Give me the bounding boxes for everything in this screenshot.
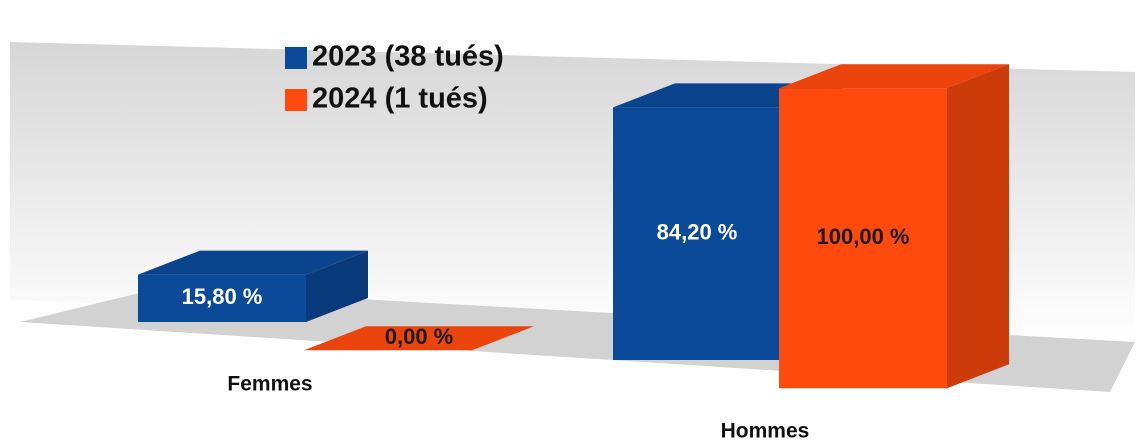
- legend-swatch: [285, 47, 307, 69]
- legend-swatch: [285, 89, 307, 111]
- bar-top: [779, 64, 1009, 89]
- bar-front: [138, 274, 306, 322]
- category-label: Femmes: [227, 373, 312, 396]
- value-label: 100,00 %: [817, 224, 910, 249]
- bar: [304, 326, 534, 351]
- value-label: 0,00 %: [385, 324, 454, 349]
- bar: [779, 64, 1009, 389]
- bar-top: [138, 250, 368, 275]
- value-label: 84,20 %: [657, 220, 738, 245]
- bar-side: [306, 250, 368, 322]
- bar: [138, 250, 368, 322]
- value-label: 15,80 %: [182, 284, 263, 309]
- legend-label: 2024 (1 tués): [312, 83, 488, 115]
- bar-top: [304, 326, 534, 351]
- legend-label: 2023 (38 tués): [312, 41, 504, 73]
- category-label: Hommes: [721, 420, 810, 443]
- bar-side: [947, 64, 1009, 389]
- bar-front: [779, 88, 947, 389]
- bar-front: [613, 107, 781, 361]
